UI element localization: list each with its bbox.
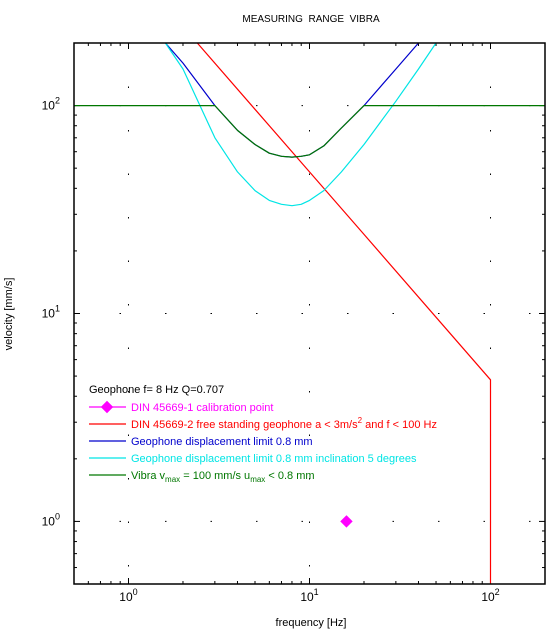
y-tick-label: 101	[42, 304, 60, 321]
y-axis-label: velocity [mm/s]	[3, 278, 15, 351]
series-group	[74, 43, 545, 584]
legend-label-incl: Geophone displacement limit 0.8 mm incli…	[131, 453, 417, 465]
incl-series-line	[164, 43, 437, 207]
legend-header: Geophone f= 8 Hz Q=0.707	[89, 384, 224, 396]
x-tick-label: 100	[119, 587, 137, 604]
vibra-series-line	[74, 104, 545, 158]
x-tick-label: 101	[300, 587, 318, 604]
legend-diamond-marker	[100, 400, 114, 414]
grid	[74, 43, 545, 584]
legend-label-vibra: Vibra vmax = 100 mm/s umax < 0.8 mm	[131, 470, 315, 484]
legend-label-din: DIN 45669-2 free standing geophone a < 3…	[131, 416, 437, 431]
y-tick-label: 100	[42, 511, 60, 528]
y-tick-label: 102	[42, 96, 60, 113]
din-series-line	[196, 43, 492, 584]
plot-frame	[73, 42, 546, 585]
chart-title: MEASURING RANGE VIBRA	[242, 14, 380, 25]
legend-label-disp: Geophone displacement limit 0.8 mm	[131, 436, 313, 448]
legend: Geophone f= 8 Hz Q=0.707 DIN 45669-1 cali…	[89, 384, 437, 484]
calibration-point-marker	[340, 515, 353, 528]
disp-series-line	[164, 43, 419, 158]
x-axis-label: frequency [Hz]	[276, 617, 347, 629]
axis-ticks: 100 101 102 100 101 102	[42, 42, 546, 604]
x-tick-label: 102	[481, 587, 499, 604]
legend-label-calibration: DIN 45669-1 calibration point	[131, 402, 273, 414]
